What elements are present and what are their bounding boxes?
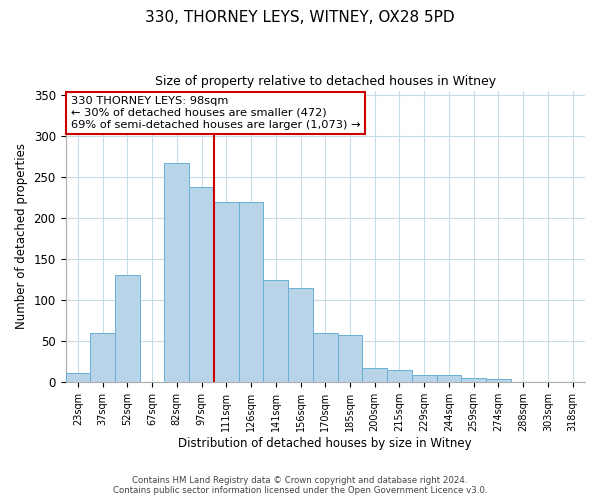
- Text: 330 THORNEY LEYS: 98sqm
← 30% of detached houses are smaller (472)
69% of semi-d: 330 THORNEY LEYS: 98sqm ← 30% of detache…: [71, 96, 360, 130]
- Bar: [313, 333, 338, 382]
- Bar: [164, 163, 189, 382]
- Bar: [214, 202, 239, 382]
- Bar: [189, 186, 214, 382]
- Bar: [239, 202, 263, 382]
- Bar: [65, 374, 90, 382]
- Title: Size of property relative to detached houses in Witney: Size of property relative to detached ho…: [155, 75, 496, 88]
- Bar: [90, 333, 115, 382]
- Text: Contains HM Land Registry data © Crown copyright and database right 2024.
Contai: Contains HM Land Registry data © Crown c…: [113, 476, 487, 495]
- Bar: [338, 336, 362, 382]
- Bar: [263, 280, 288, 382]
- Bar: [437, 375, 461, 382]
- Bar: [486, 379, 511, 382]
- Bar: [387, 370, 412, 382]
- Bar: [461, 378, 486, 382]
- Bar: [412, 375, 437, 382]
- Text: 330, THORNEY LEYS, WITNEY, OX28 5PD: 330, THORNEY LEYS, WITNEY, OX28 5PD: [145, 10, 455, 25]
- Bar: [362, 368, 387, 382]
- X-axis label: Distribution of detached houses by size in Witney: Distribution of detached houses by size …: [178, 437, 472, 450]
- Bar: [288, 288, 313, 382]
- Y-axis label: Number of detached properties: Number of detached properties: [15, 144, 28, 330]
- Bar: [115, 274, 140, 382]
